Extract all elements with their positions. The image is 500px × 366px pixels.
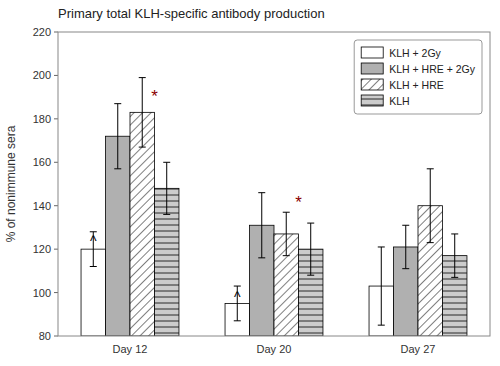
plot-frame: [58, 32, 490, 336]
error-bar: [234, 286, 241, 321]
error-bar: [402, 225, 409, 268]
legend-label: KLH + 2Gy: [389, 47, 441, 59]
error-bar: [307, 223, 314, 275]
y-tick: [54, 118, 58, 119]
x-tick-label: Day 27: [401, 343, 436, 355]
error-bar: [139, 78, 146, 147]
annotation: *: [295, 193, 302, 212]
error-bar: [114, 104, 121, 169]
y-tick-label: 80: [39, 330, 51, 342]
y-tick: [54, 162, 58, 163]
x-tick-label: Day 20: [257, 343, 292, 355]
legend: KLH + 2Gy KLH + HRE + 2Gy KLH + HRE KLH: [354, 40, 482, 114]
annotations: ^ * ^ *: [90, 87, 302, 306]
error-bar: [258, 193, 265, 258]
y-tick: [54, 292, 58, 293]
y-tick-label: 120: [33, 243, 51, 255]
error-bar: [427, 169, 434, 243]
y-axis: 80 100 120 140 160 180 200 220: [33, 26, 58, 342]
y-tick-label: 180: [33, 113, 51, 125]
chart: Primary total KLH-specific antibody prod…: [0, 0, 500, 366]
y-tick: [54, 205, 58, 206]
legend-swatch: [361, 47, 383, 58]
error-bar: [283, 212, 290, 255]
error-bar: [163, 162, 170, 214]
error-bar: [90, 232, 97, 267]
y-tick: [54, 75, 58, 76]
legend-swatch: [361, 95, 383, 106]
title: Primary total KLH-specific antibody prod…: [58, 6, 325, 21]
bars: [81, 78, 467, 336]
y-tick: [54, 249, 58, 250]
x-axis: Day 12 Day 20 Day 27: [113, 343, 436, 355]
y-tick-label: 160: [33, 156, 51, 168]
y-tick-label: 200: [33, 69, 51, 81]
x-tick-label: Day 12: [113, 343, 148, 355]
error-bar: [378, 247, 385, 325]
legend-label: KLH + HRE: [389, 79, 444, 91]
y-axis-label: % of nonimmune sera: [4, 125, 18, 242]
legend-swatch: [361, 63, 383, 74]
y-tick: [54, 336, 58, 337]
annotation: ^: [90, 233, 97, 249]
y-tick-label: 100: [33, 287, 51, 299]
annotation: *: [151, 87, 158, 106]
y-tick: [54, 32, 58, 33]
legend-box: [354, 40, 482, 114]
legend-label: KLH + HRE + 2Gy: [389, 63, 476, 75]
legend-swatch: [361, 79, 383, 90]
y-tick-label: 140: [33, 200, 51, 212]
annotation: ^: [234, 289, 241, 305]
error-bar: [451, 234, 458, 277]
legend-label: KLH: [389, 95, 409, 107]
y-tick-label: 220: [33, 26, 51, 38]
